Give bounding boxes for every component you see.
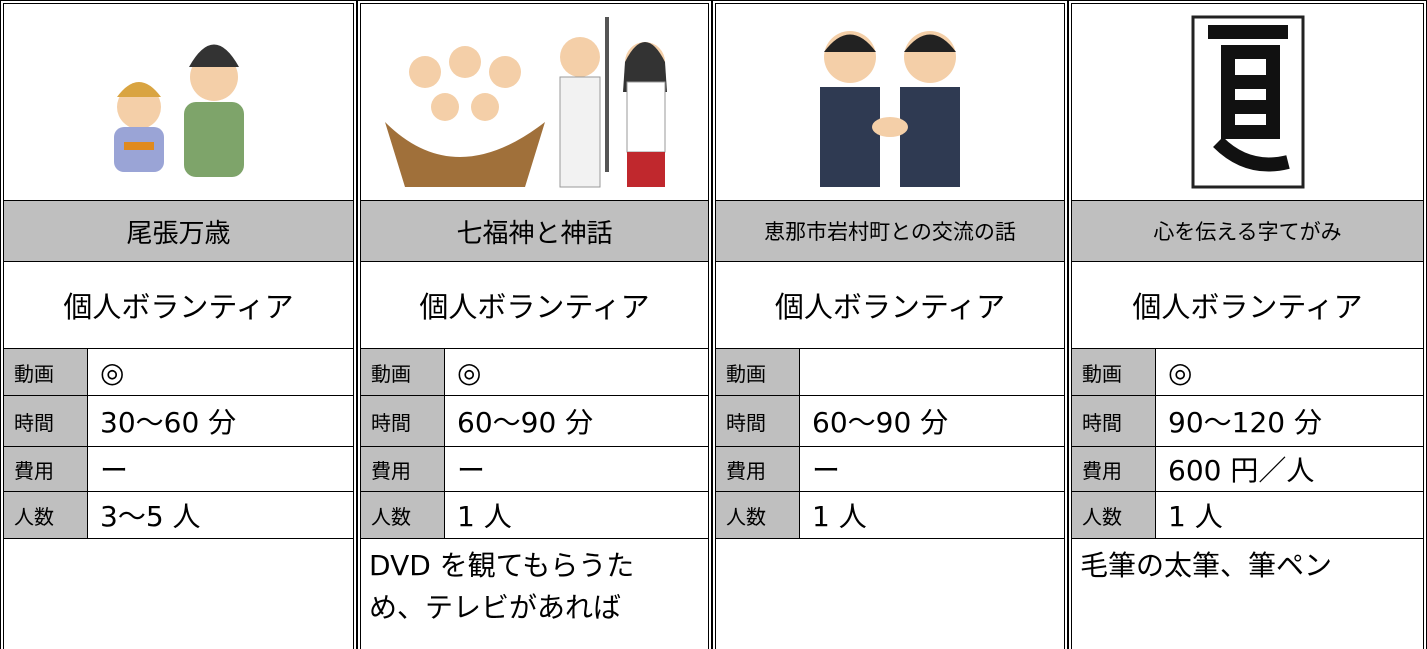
info-value: 3～5 人	[100, 500, 201, 533]
info-label: 人数	[1072, 492, 1156, 538]
note-line: 毛筆の太筆、筆ペン	[1080, 549, 1333, 582]
info-row: 費用 600 円／人	[1072, 447, 1423, 492]
info-row: 人数 3～5 人	[4, 492, 353, 539]
info-row: 時間 30～60 分	[4, 396, 353, 447]
note	[4, 539, 353, 649]
info-value: 90～120 分	[1168, 406, 1322, 439]
info-label: 人数	[361, 492, 445, 538]
provider-type: 個人ボランティア	[4, 262, 353, 349]
info-value: 600 円／人	[1168, 454, 1315, 487]
info-row: 人数 1 人	[361, 492, 708, 539]
info-value	[800, 349, 1064, 395]
card-title: 七福神と神話	[361, 201, 708, 262]
card-title: 心を伝える字てがみ	[1072, 201, 1423, 262]
info-value: ◎	[100, 355, 125, 389]
info-label: 動画	[361, 349, 445, 395]
info-label: 動画	[716, 349, 800, 395]
card-title: 恵那市岩村町との交流の話	[716, 201, 1064, 262]
info-row: 時間 60～90 分	[716, 396, 1064, 447]
note: 毛筆の太筆、筆ペン	[1072, 539, 1423, 649]
illustration	[4, 4, 353, 201]
info-row: 時間 90～120 分	[1072, 396, 1423, 447]
note-line: DVD を観てもらうた	[369, 549, 635, 582]
info-label: 時間	[4, 396, 88, 446]
info-label: 費用	[716, 447, 800, 491]
provider-type: 個人ボランティア	[1072, 262, 1423, 349]
illustration	[716, 4, 1064, 201]
info-label: 人数	[4, 492, 88, 538]
card: 尾張万歳 個人ボランティア 動画 ◎ 時間 30～60 分費用ー人数 3～5 人	[0, 0, 357, 649]
info-value: 1 人	[457, 500, 512, 533]
info-value: 1 人	[812, 500, 867, 533]
info-value: ◎	[1168, 355, 1193, 389]
info-value: 60～90 分	[457, 406, 594, 439]
info-label: 費用	[4, 447, 88, 491]
info-value: ー	[457, 454, 486, 487]
provider-type: 個人ボランティア	[361, 262, 708, 349]
info-value: ◎	[457, 355, 482, 389]
info-value: ー	[812, 454, 841, 487]
info-label: 時間	[716, 396, 800, 446]
info-row: 人数 1 人	[716, 492, 1064, 539]
info-label: 時間	[361, 396, 445, 446]
info-value: 60～90 分	[812, 406, 949, 439]
illustration	[361, 4, 708, 201]
info-row: 動画 ◎	[4, 349, 353, 396]
info-row: 時間 60～90 分	[361, 396, 708, 447]
info-row: 動画 ◎	[361, 349, 708, 396]
info-label: 動画	[1072, 349, 1156, 395]
card: 七福神と神話 個人ボランティア 動画 ◎ 時間 60～90 分費用ー人数 1 人 DVD を観…	[357, 0, 712, 649]
info-label: 費用	[1072, 447, 1156, 491]
provider-type: 個人ボランティア	[716, 262, 1064, 349]
info-row: 費用ー	[361, 447, 708, 492]
note: DVD を観てもらうた め、テレビがあれば	[361, 539, 708, 649]
info-row: 費用ー	[716, 447, 1064, 492]
info-label: 費用	[361, 447, 445, 491]
info-row: 人数 1 人	[1072, 492, 1423, 539]
note	[716, 539, 1064, 649]
card-title: 尾張万歳	[4, 201, 353, 262]
info-value: 30～60 分	[100, 406, 237, 439]
info-value: ー	[100, 454, 129, 487]
info-row: 動画 ◎	[1072, 349, 1423, 396]
info-row: 費用ー	[4, 447, 353, 492]
info-label: 人数	[716, 492, 800, 538]
info-value: 1 人	[1168, 500, 1223, 533]
info-row: 動画	[716, 349, 1064, 396]
note-line: め、テレビがあれば	[369, 591, 622, 624]
info-label: 時間	[1072, 396, 1156, 446]
card: 心を伝える字てがみ 個人ボランティア 動画 ◎ 時間 90～120 分費用 600 円／人人…	[1068, 0, 1427, 649]
info-label: 動画	[4, 349, 88, 395]
illustration	[1072, 4, 1423, 201]
card: 恵那市岩村町との交流の話 個人ボランティア 動画 時間 60～90 分費用ー人数 1 人	[712, 0, 1068, 649]
